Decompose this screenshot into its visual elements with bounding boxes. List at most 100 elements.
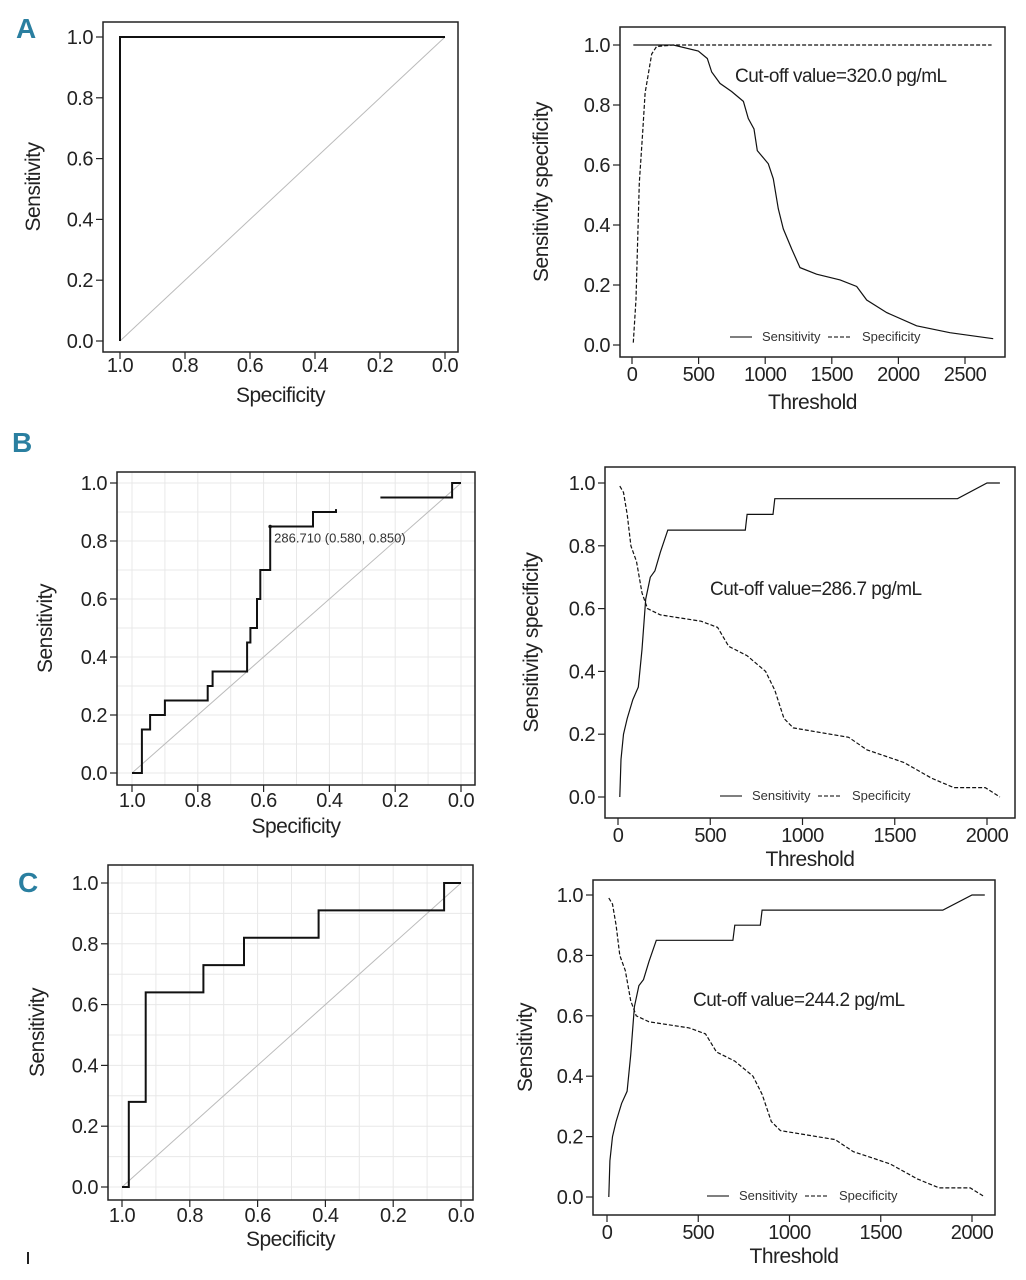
y-tick-label: 0.2	[81, 705, 108, 727]
series-line-roc	[132, 509, 337, 774]
y-tick-label: 1.0	[557, 885, 584, 907]
y-tick-label: 0.8	[569, 536, 596, 558]
y-axis-title: Sensitivity	[514, 1002, 537, 1092]
y-tick-label: 0.0	[584, 335, 611, 357]
series-line-roc	[119, 36, 445, 341]
x-tick-label: 0.0	[448, 790, 475, 812]
x-tick-label: 0.6	[244, 1205, 271, 1227]
cutoff-annotation: Cut-off value=320.0 pg/mL	[735, 66, 947, 87]
reference-diagonal-line	[121, 882, 462, 1188]
x-tick-label: 0.4	[312, 1205, 339, 1227]
y-tick-label: 0.2	[584, 275, 611, 297]
y-tick-label: 0.2	[557, 1127, 584, 1149]
y-tick-label: 0.4	[81, 647, 108, 669]
chart-panel-b-threshold: 0 500 1000 1500 2000 0.0 0.2 0.4 0.6 0.8 1.0 Thresh…	[520, 466, 1016, 871]
x-tick-label: 1500	[860, 1222, 903, 1244]
x-tick-label: 0.8	[185, 790, 212, 812]
y-tick-label: 0.4	[72, 1055, 99, 1077]
y-tick-label: 0.4	[67, 209, 94, 231]
y-tick-label: 0.4	[569, 661, 596, 683]
x-axis-title: Specificity	[251, 815, 341, 838]
series-line-sensitivity	[608, 894, 985, 1198]
y-tick-label: 1.0	[584, 35, 611, 57]
x-tick-label: 1500	[874, 825, 917, 847]
chart-panel-b-roc: 1.0 0.8 0.6 0.4 0.2 0.0 0.0 0.2 0.4 0.6 0.8 1.0 Spec…	[34, 471, 476, 838]
x-tick-label: 1000	[781, 825, 824, 847]
series-line-roc	[380, 482, 461, 499]
x-tick-label: 1.0	[109, 1205, 136, 1227]
x-tick-label: 0	[613, 825, 624, 847]
y-axis-title: Sensitivity specificity	[520, 552, 543, 733]
legend-label-sensitivity: Sensitivity	[762, 329, 821, 344]
reference-diagonal-line	[131, 482, 462, 774]
series-line-roc	[122, 882, 461, 1188]
y-tick-label: 0.8	[81, 531, 108, 553]
x-tick-label: 0.0	[448, 1205, 475, 1227]
x-tick-label: 1.0	[107, 355, 134, 377]
chart-panel-a-threshold: 0 500 1000 1500 2000 2500 0.0 0.2 0.4 0.6 0.8 1.0 Th…	[530, 26, 1006, 414]
x-tick-label: 0.2	[367, 355, 394, 377]
y-axis-title: Sensitivity	[26, 987, 49, 1077]
series-line-sensitivity	[633, 44, 994, 340]
y-tick-label: 0.8	[72, 934, 99, 956]
y-tick-label: 0.6	[557, 1006, 584, 1028]
x-axis-title: Threshold	[768, 391, 857, 414]
threshold-point-label: 286.710 (0.580, 0.850)	[274, 531, 406, 546]
x-tick-label: 0.2	[380, 1205, 407, 1227]
plot-frame	[107, 864, 474, 1201]
x-tick-label: 1000	[744, 364, 787, 386]
plot-frame	[592, 879, 996, 1216]
y-tick-label: 0.6	[81, 589, 108, 611]
y-tick-label: 0.8	[67, 88, 94, 110]
chart-panel-a-roc: 1.0 0.8 0.6 0.4 0.2 0.0 0.0 0.2 0.4 0.6 0.8 1.0 Spec…	[22, 21, 459, 407]
x-tick-label: 2000	[951, 1222, 994, 1244]
x-tick-label: 500	[683, 364, 715, 386]
plot-frame	[102, 21, 459, 353]
x-tick-label: 500	[682, 1222, 714, 1244]
x-axis-title: Threshold	[750, 1245, 839, 1268]
legend-label-sensitivity: Sensitivity	[739, 1188, 798, 1203]
x-tick-label: 1.0	[119, 790, 146, 812]
y-tick-label: 1.0	[67, 27, 94, 49]
y-tick-label: 0.6	[72, 995, 99, 1017]
legend-label-specificity: Specificity	[839, 1188, 898, 1203]
legend-label-specificity: Specificity	[852, 788, 911, 803]
x-axis-title: Specificity	[246, 1228, 336, 1251]
x-tick-label: 0.8	[172, 355, 199, 377]
x-tick-label: 2000	[966, 825, 1009, 847]
y-tick-label: 0.8	[584, 95, 611, 117]
chart-panel-c-threshold: 0 500 1000 1500 2000 0.0 0.2 0.4 0.6 0.8 1.0 Thresh…	[514, 879, 996, 1268]
y-tick-label: 1.0	[72, 873, 99, 895]
y-axis-title: Sensitivity specificity	[530, 101, 553, 282]
x-tick-label: 0	[627, 364, 638, 386]
x-tick-label: 2000	[877, 364, 920, 386]
y-tick-label: 1.0	[569, 473, 596, 495]
cutoff-annotation: Cut-off value=286.7 pg/mL	[710, 579, 922, 600]
series-line-specificity	[608, 897, 986, 1198]
series-line-sensitivity	[619, 482, 1000, 798]
y-tick-label: 0.4	[584, 215, 611, 237]
cutoff-annotation: Cut-off value=244.2 pg/mL	[693, 990, 905, 1011]
y-tick-label: 0.0	[67, 331, 94, 353]
x-tick-label: 0.4	[302, 355, 329, 377]
threshold-point	[268, 524, 272, 529]
reference-diagonal-line	[119, 36, 446, 342]
y-tick-label: 0.4	[557, 1066, 584, 1088]
y-tick-label: 0.2	[67, 270, 94, 292]
x-axis-title: Threshold	[766, 848, 855, 871]
x-tick-label: 0.8	[177, 1205, 204, 1227]
x-tick-label: 0.0	[432, 355, 459, 377]
chart-panel-c-roc: 1.0 0.8 0.6 0.4 0.2 0.0 0.0 0.2 0.4 0.6 0.8 1.0 Spec…	[26, 864, 475, 1251]
series-line-specificity	[619, 485, 1001, 798]
y-tick-label: 0.0	[72, 1177, 99, 1199]
y-tick-label: 0.0	[81, 763, 108, 785]
y-tick-label: 0.0	[557, 1187, 584, 1209]
y-axis-title: Sensitivity	[22, 141, 45, 231]
panel-letter-b: B	[12, 427, 32, 458]
series-line-specificity	[632, 44, 992, 343]
x-tick-label: 0.6	[237, 355, 264, 377]
y-tick-label: 0.2	[72, 1116, 99, 1138]
y-tick-label: 0.6	[584, 155, 611, 177]
y-axis-title: Sensitivity	[34, 583, 57, 673]
